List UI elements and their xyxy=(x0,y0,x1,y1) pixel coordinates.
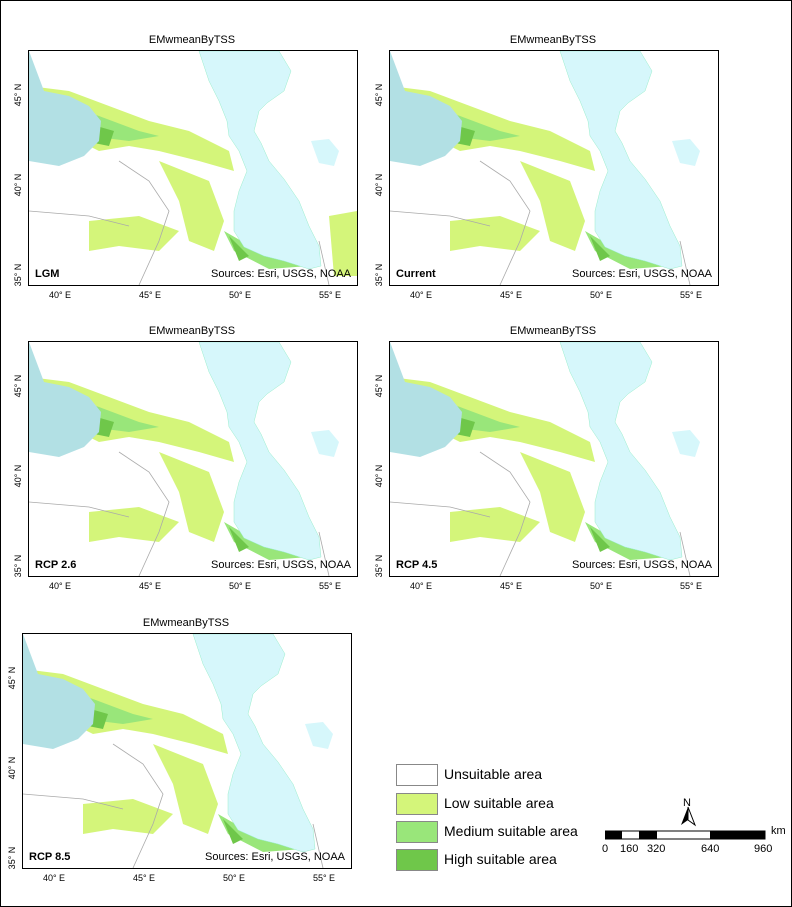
black-sea xyxy=(390,342,462,457)
y-tick: 40° N xyxy=(374,173,384,197)
x-tick: 55° E xyxy=(318,290,342,300)
scenario-label: LGM xyxy=(35,268,60,280)
x-tick: 50° E xyxy=(228,290,252,300)
map-frame: RCP 2.6 Sources: Esri, USGS, NOAA xyxy=(28,341,358,577)
lake xyxy=(311,430,339,457)
map-graphic xyxy=(390,342,718,576)
map-source: Sources: Esri, USGS, NOAA xyxy=(572,559,712,571)
legend-label: Medium suitable area xyxy=(444,823,578,839)
y-tick: 35° N xyxy=(13,554,23,578)
x-tick: 50° E xyxy=(589,290,613,300)
x-tick: 40° E xyxy=(409,290,433,300)
legend-swatch xyxy=(396,793,438,815)
black-sea xyxy=(29,51,101,166)
map-source: Sources: Esri, USGS, NOAA xyxy=(205,851,345,863)
north-arrow-icon xyxy=(681,806,697,827)
y-tick: 35° N xyxy=(13,263,23,287)
scale-unit: km xyxy=(771,825,786,837)
legend-swatch xyxy=(396,764,438,786)
y-tick: 45° N xyxy=(374,374,384,398)
x-tick: 55° E xyxy=(679,581,703,591)
lake xyxy=(311,139,339,166)
legend-label: High suitable area xyxy=(444,851,557,867)
y-tick: 45° N xyxy=(13,374,23,398)
legend-label: Low suitable area xyxy=(444,795,554,811)
y-tick: 45° N xyxy=(13,83,23,107)
x-tick: 40° E xyxy=(409,581,433,591)
x-tick: 40° E xyxy=(48,581,72,591)
y-tick: 40° N xyxy=(13,464,23,488)
map-panel: EMwmeanByTSS RCP 8.5 Sources: Esri, USGS… xyxy=(7,617,352,891)
panel-title: EMwmeanByTSS xyxy=(509,34,597,46)
x-tick: 45° E xyxy=(499,581,523,591)
y-tick: 45° N xyxy=(7,666,17,690)
map-graphic xyxy=(29,51,357,285)
x-tick: 50° E xyxy=(228,581,252,591)
x-tick: 45° E xyxy=(132,873,156,883)
x-tick: 45° E xyxy=(138,290,162,300)
caspian-sea xyxy=(198,342,322,561)
lake xyxy=(672,139,700,166)
black-sea xyxy=(23,634,95,749)
map-frame: RCP 8.5 Sources: Esri, USGS, NOAA xyxy=(22,633,352,869)
map-source: Sources: Esri, USGS, NOAA xyxy=(211,268,351,280)
legend-label: Unsuitable area xyxy=(444,766,543,782)
caspian-sea xyxy=(192,634,316,853)
map-frame: RCP 4.5 Sources: Esri, USGS, NOAA xyxy=(389,341,719,577)
north-label: N xyxy=(683,797,691,809)
y-tick: 40° N xyxy=(7,756,17,780)
y-tick: 35° N xyxy=(7,846,17,870)
panel-title: EMwmeanByTSS xyxy=(142,617,230,629)
y-tick: 40° N xyxy=(13,173,23,197)
scenario-label: Current xyxy=(396,268,436,280)
map-graphic xyxy=(23,634,351,868)
scenario-label: RCP 4.5 xyxy=(396,559,438,571)
black-sea xyxy=(29,342,101,457)
scale-label-0: 0 xyxy=(602,843,609,855)
x-tick: 55° E xyxy=(679,290,703,300)
black-sea xyxy=(390,51,462,166)
x-tick: 50° E xyxy=(589,581,613,591)
x-tick: 45° E xyxy=(138,581,162,591)
y-tick: 45° N xyxy=(374,83,384,107)
map-panel: EMwmeanByTSS RCP 4.5 Sources: Esri, USGS… xyxy=(374,325,719,599)
panel-title: EMwmeanByTSS xyxy=(148,34,236,46)
scale-label-640: 640 xyxy=(701,843,720,855)
x-tick: 50° E xyxy=(222,873,246,883)
scenario-label: RCP 8.5 xyxy=(29,851,71,863)
map-panel: EMwmeanByTSS LGM Sources: Esri, USGS, NO… xyxy=(13,34,358,308)
legend-swatch xyxy=(396,821,438,843)
y-tick: 35° N xyxy=(374,263,384,287)
scale-label-160: 160 xyxy=(620,843,639,855)
lake xyxy=(672,430,700,457)
panel-title: EMwmeanByTSS xyxy=(148,325,236,337)
map-frame: LGM Sources: Esri, USGS, NOAA xyxy=(28,50,358,286)
map-source: Sources: Esri, USGS, NOAA xyxy=(572,268,712,280)
map-graphic xyxy=(390,51,718,285)
map-frame: Current Sources: Esri, USGS, NOAA xyxy=(389,50,719,286)
map-panel: EMwmeanByTSS Current Sources: Esri, USGS… xyxy=(374,34,719,308)
scenario-label: RCP 2.6 xyxy=(35,559,77,571)
map-graphic xyxy=(29,342,357,576)
map-panel: EMwmeanByTSS RCP 2.6 Sources: Esri, USGS… xyxy=(13,325,358,599)
scale-label-960: 960 xyxy=(754,843,773,855)
map-source: Sources: Esri, USGS, NOAA xyxy=(211,559,351,571)
legend-swatch xyxy=(396,849,438,871)
scale-label-320: 320 xyxy=(647,843,666,855)
caspian-sea xyxy=(198,51,322,270)
x-tick: 45° E xyxy=(499,290,523,300)
x-tick: 40° E xyxy=(42,873,66,883)
caspian-sea xyxy=(559,51,683,270)
y-tick: 35° N xyxy=(374,554,384,578)
scale-bar-graphic xyxy=(605,806,766,840)
caspian-sea xyxy=(559,342,683,561)
lake xyxy=(305,722,333,749)
x-tick: 40° E xyxy=(48,290,72,300)
panel-title: EMwmeanByTSS xyxy=(509,325,597,337)
y-tick: 40° N xyxy=(374,464,384,488)
x-tick: 55° E xyxy=(312,873,336,883)
x-tick: 55° E xyxy=(318,581,342,591)
